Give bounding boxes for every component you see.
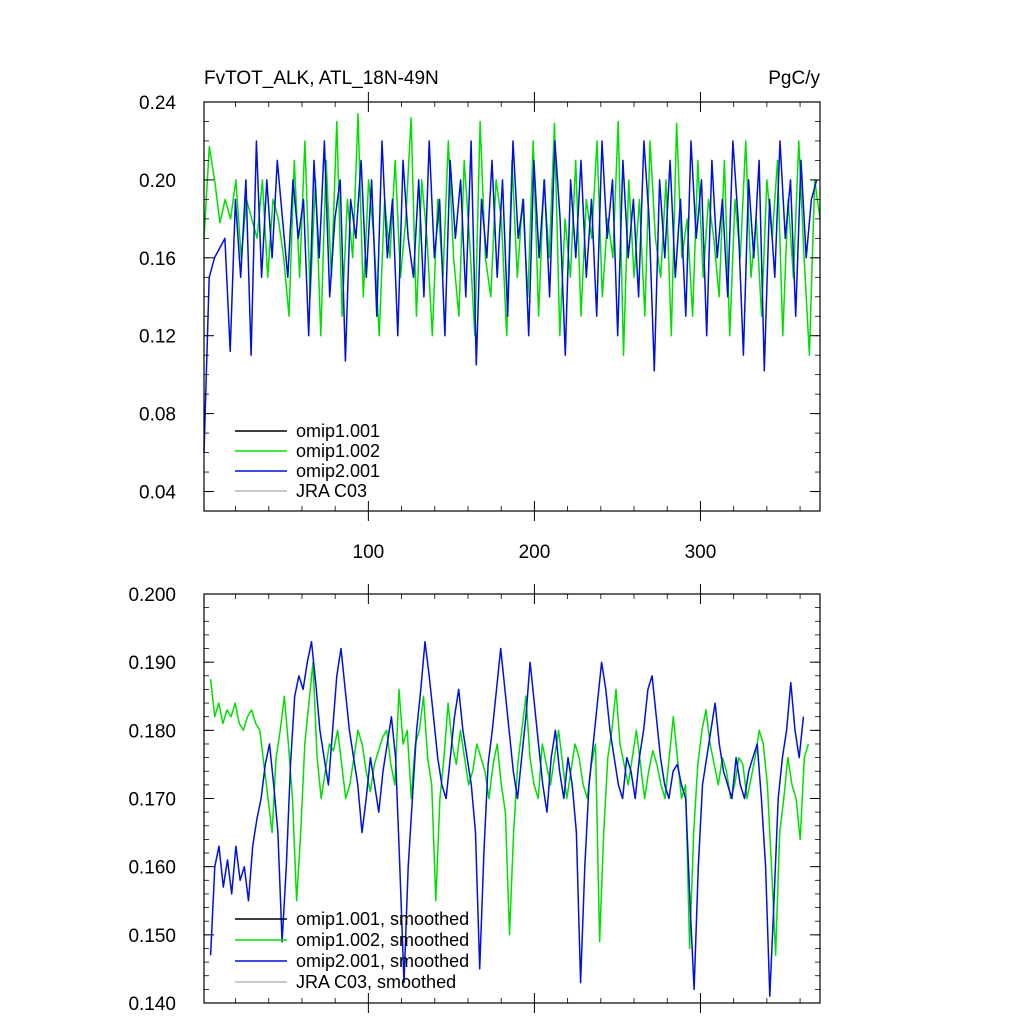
bottom-series-group (209, 640, 810, 997)
y-tick-label: 0.24 (139, 93, 176, 114)
bottom-axis-group: 0.140 0.150 0.160 0.170 0.180 0.190 0.200 (128, 584, 820, 1015)
y-tick-label: 0.170 (128, 790, 176, 811)
top-legend: omip1.001 omip1.002 omip2.001 JRA C03 (235, 421, 380, 501)
y-tick-label: 0.04 (139, 483, 176, 504)
y-tick-label: 0.190 (128, 653, 176, 674)
top-legend-label-omip2-001: omip2.001 (296, 461, 380, 481)
x-tick-label: 100 (353, 542, 385, 563)
top-series-group (203, 112, 821, 453)
top-legend-label-omip1-001: omip1.001 (296, 421, 380, 441)
panel-top: FvTOT_ALK, ATL_18N-49N PgC/y 0.04 0.08 0.1… (139, 68, 821, 563)
top-legend-label-omip1-002: omip1.002 (296, 441, 380, 461)
bottom-legend-label-omip1-001: omip1.001, smoothed (296, 909, 469, 929)
y-tick-label: 0.200 (128, 585, 176, 606)
y-tick-label: 0.12 (139, 327, 176, 348)
top-plot-frame (203, 101, 821, 512)
y-tick-label: 0.180 (128, 721, 176, 742)
panel-bottom: 0.140 0.150 0.160 0.170 0.180 0.190 0.200 omip… (128, 584, 821, 1015)
y-tick-label: 0.08 (139, 405, 176, 426)
series-line-omip2-001-smoothed (209, 640, 805, 997)
top-axis-group: 0.04 0.08 0.12 0.16 0.20 0.24 100 200 300 (139, 92, 820, 563)
series-line-omip1-002-smoothed (209, 661, 810, 957)
bottom-legend: omip1.001, smoothed omip1.002, smoothed … (235, 909, 469, 992)
top-panel-title: FvTOT_ALK, ATL_18N-49N (204, 68, 439, 89)
y-tick-label: 0.16 (139, 249, 176, 270)
y-tick-label: 0.20 (139, 171, 176, 192)
bottom-legend-label-jra-c03: JRA C03, smoothed (296, 972, 456, 992)
y-tick-label: 0.150 (128, 926, 176, 947)
series-line-omip2-001 (203, 140, 818, 453)
top-legend-label-jra-c03: JRA C03 (296, 481, 367, 501)
bottom-legend-label-omip1-002: omip1.002, smoothed (296, 930, 469, 950)
y-tick-label: 0.160 (128, 858, 176, 879)
top-panel-units: PgC/y (768, 68, 820, 89)
x-tick-label: 200 (519, 542, 551, 563)
bottom-legend-label-omip2-001: omip2.001, smoothed (296, 951, 469, 971)
x-tick-label: 300 (685, 542, 717, 563)
y-tick-label: 0.140 (128, 994, 176, 1015)
